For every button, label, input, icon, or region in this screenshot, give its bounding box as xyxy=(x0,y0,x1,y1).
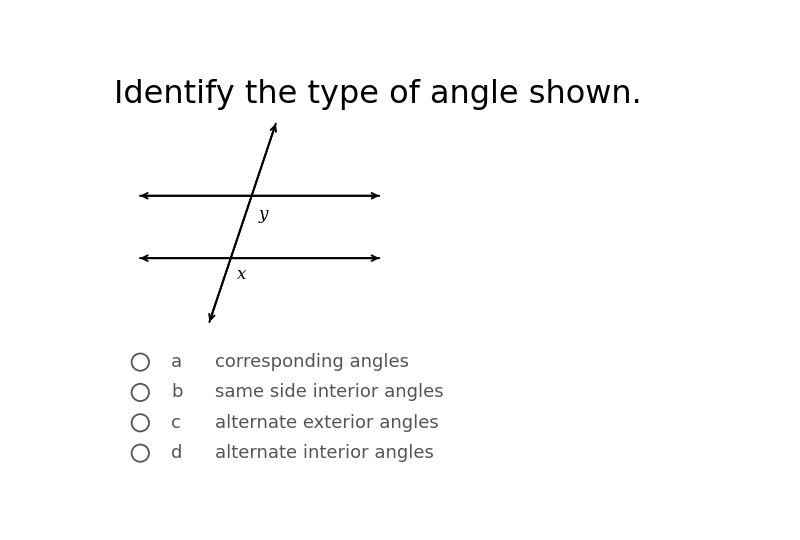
Text: Identify the type of angle shown.: Identify the type of angle shown. xyxy=(114,79,642,110)
Text: alternate interior angles: alternate interior angles xyxy=(214,444,434,462)
Text: b: b xyxy=(171,383,182,401)
Text: corresponding angles: corresponding angles xyxy=(214,353,409,371)
Text: d: d xyxy=(171,444,182,462)
Text: same side interior angles: same side interior angles xyxy=(214,383,443,401)
Text: a: a xyxy=(171,353,182,371)
Text: c: c xyxy=(171,414,181,432)
Text: x: x xyxy=(237,266,246,284)
Text: alternate exterior angles: alternate exterior angles xyxy=(214,414,438,432)
Text: y: y xyxy=(259,206,269,223)
